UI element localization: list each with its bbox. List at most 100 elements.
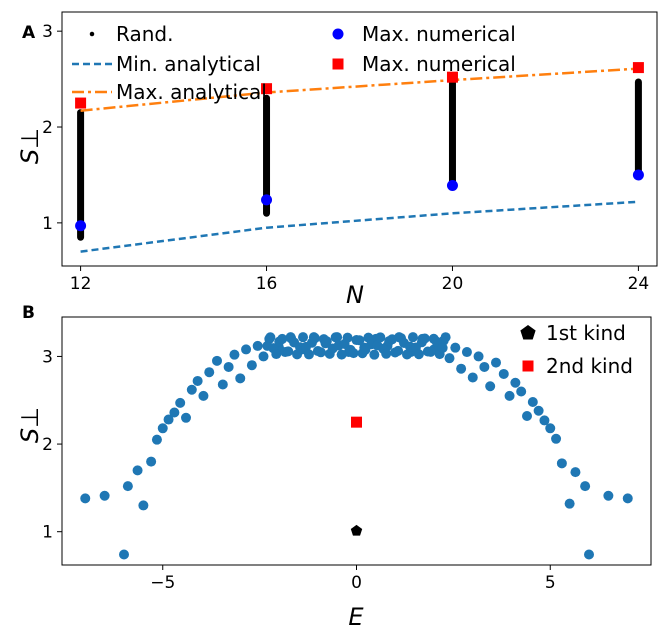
spectrum-point: [181, 412, 191, 423]
spectrum-point: [491, 357, 501, 368]
legend-label: Rand.: [116, 22, 173, 46]
spectrum-point: [223, 361, 234, 372]
spectrum-point: [315, 347, 326, 358]
spectrum-point: [283, 346, 294, 357]
panel-a-x-tick-label: 24: [628, 274, 650, 294]
spectrum-point: [217, 379, 228, 390]
spectrum-point: [303, 349, 314, 360]
spectrum-point: [504, 390, 515, 401]
spectrum-point: [369, 349, 380, 360]
spectrum-point: [456, 363, 467, 374]
spectrum-point: [265, 332, 276, 343]
spectrum-point: [321, 336, 332, 347]
data-point: [632, 169, 644, 181]
spectrum-point: [556, 458, 567, 469]
spectrum-point: [467, 372, 478, 383]
legend-label: Max. analytical: [116, 80, 267, 104]
panel-b-x-tick-label: 5: [545, 573, 556, 593]
spectrum-point: [192, 375, 203, 386]
spectrum-point: [198, 390, 209, 401]
spectrum-point: [246, 360, 257, 371]
spectrum-point: [510, 377, 521, 388]
data-point: [78, 230, 83, 235]
spectrum-point: [175, 397, 186, 408]
spectrum-point: [402, 349, 413, 360]
legend-marker: [332, 58, 344, 70]
legend-label: Max. numerical: [362, 52, 516, 76]
spectrum-point: [138, 500, 149, 511]
panel-a-data: [75, 62, 644, 253]
spectrum-point: [375, 332, 386, 343]
spectrum-point: [393, 345, 404, 356]
spectrum-point: [564, 498, 575, 509]
spectrum-point: [522, 411, 532, 422]
panel-b-axes: −5 0 5 1 2 3: [42, 316, 652, 593]
panel-b-y-tick-label: 1: [42, 523, 53, 543]
spectrum-point: [498, 368, 509, 379]
highlight-point: [350, 524, 363, 536]
legend-marker: [522, 360, 534, 372]
spectrum-point: [622, 493, 633, 504]
spectrum-point: [186, 384, 197, 395]
spectrum-point: [119, 549, 129, 560]
spectrum-point: [163, 414, 174, 425]
spectrum-point: [440, 332, 451, 343]
spectrum-point: [212, 355, 222, 366]
data-point: [632, 62, 644, 74]
panel-b-x-tick-label: −5: [150, 573, 175, 593]
panel-a-frame: [61, 11, 658, 267]
spectrum-point: [298, 332, 309, 343]
legend-marker: [520, 325, 536, 340]
spectrum-point: [539, 415, 550, 426]
legend-marker: [89, 31, 95, 37]
legend-label: Max. numerical: [362, 22, 516, 46]
spectrum-point: [336, 349, 347, 360]
spectrum-point: [235, 373, 246, 384]
highlight-point: [351, 416, 362, 428]
spectrum-point: [258, 351, 269, 362]
panel-b-data: [80, 332, 633, 560]
data-point: [75, 97, 87, 109]
spectrum-point: [580, 481, 591, 492]
spectrum-point: [419, 333, 430, 344]
spectrum-point: [584, 549, 594, 560]
spectrum-point: [271, 349, 282, 360]
spectrum-point: [169, 407, 180, 418]
data-point: [446, 71, 458, 83]
legend-label: 1st kind: [546, 321, 626, 345]
panel-a-y-tick-label: 3: [42, 22, 53, 42]
spectrum-point: [407, 332, 418, 343]
panel-b-legend: 1st kind 2nd kind: [520, 321, 633, 378]
spectrum-point: [603, 490, 614, 501]
panel-a-letter: A: [22, 23, 36, 43]
legend-label: Min. analytical: [116, 52, 261, 76]
spectrum-point: [545, 423, 556, 434]
spectrum-point: [204, 367, 215, 378]
spectrum-point: [122, 481, 133, 492]
spectrum-point: [342, 332, 353, 343]
data-point: [446, 179, 458, 191]
spectrum-point: [309, 333, 320, 344]
series-line: [80, 200, 639, 253]
spectrum-point: [527, 397, 538, 408]
spectrum-point: [444, 353, 455, 364]
panel-a-y-tick-label: 1: [42, 214, 53, 234]
series-line: [80, 67, 639, 112]
spectrum-point: [485, 381, 496, 392]
legend-label: 2nd kind: [546, 354, 633, 378]
spectrum-point: [277, 333, 288, 344]
panel-b-y-tick-label: 2: [42, 435, 53, 455]
panel-b-letter: B: [22, 303, 35, 323]
data-point: [75, 220, 87, 232]
data-point: [261, 83, 273, 95]
panel-a-x-axis-label: N: [346, 281, 364, 309]
spectrum-point: [516, 386, 527, 397]
data-point: [264, 209, 269, 214]
spectrum-point: [151, 434, 162, 445]
panel-a-x-tick-label: 20: [442, 274, 464, 294]
spectrum-point: [570, 467, 581, 478]
spectrum-point: [381, 348, 392, 359]
